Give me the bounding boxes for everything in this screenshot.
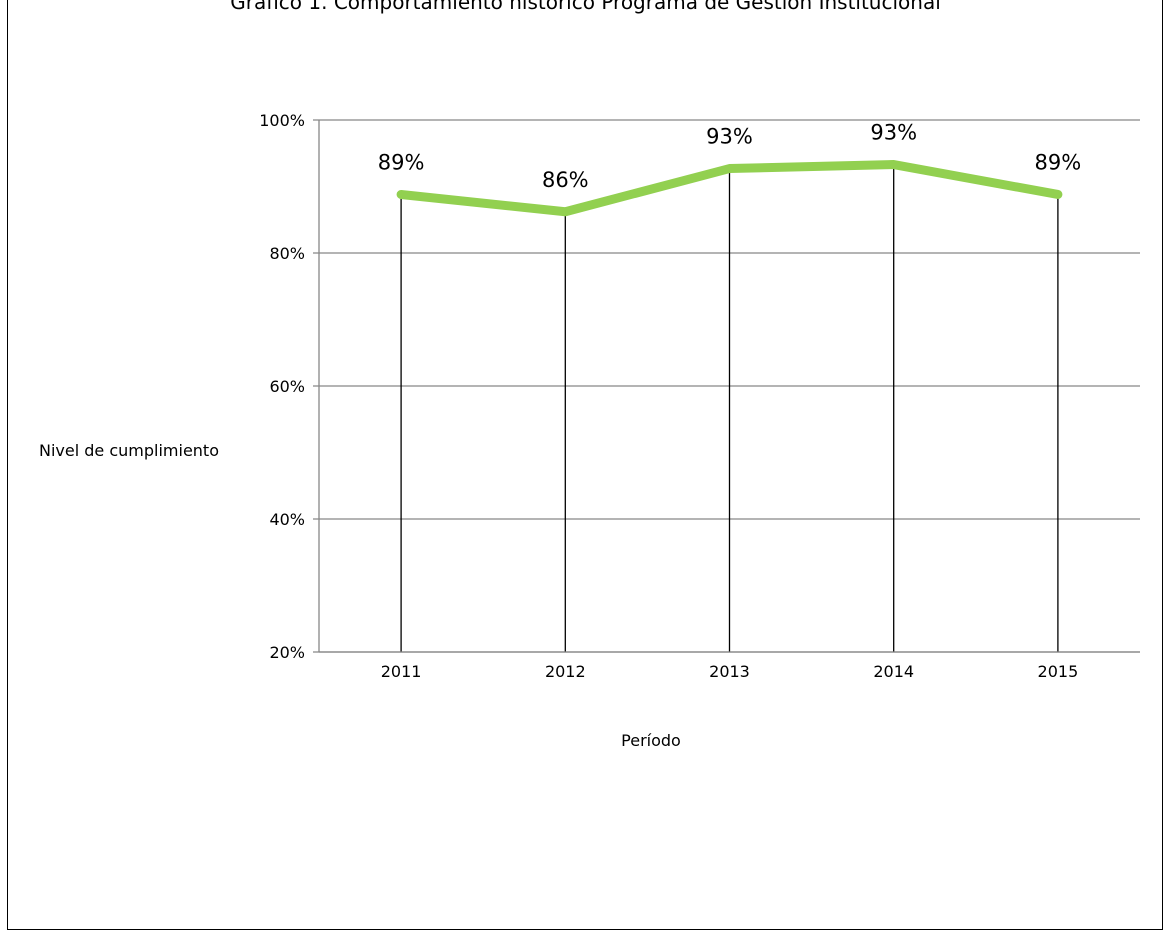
data-label: 93%: [706, 125, 753, 149]
drop-lines: [401, 165, 1058, 652]
x-tick-label: 2013: [709, 662, 750, 681]
y-axis-title: Nivel de cumplimiento: [39, 441, 219, 460]
data-label: 93%: [870, 121, 917, 145]
y-tick-labels: 20% 40% 60% 80% 100%: [259, 111, 305, 662]
data-label: 89%: [1035, 150, 1082, 174]
x-axis-title: Período: [621, 731, 681, 750]
y-tick-label: 100%: [259, 111, 305, 130]
data-label: 89%: [378, 150, 425, 174]
y-tick-label: 60%: [269, 377, 305, 396]
x-tick-label: 2014: [873, 662, 914, 681]
x-tick-labels: 2011 2012 2013 2014 2015: [381, 662, 1079, 681]
x-tick-label: 2012: [545, 662, 586, 681]
y-tick-label: 40%: [269, 510, 305, 529]
line-chart: 20% 40% 60% 80% 100% 2011 2012 2013 2014 2015 89…: [0, 0, 1171, 890]
x-tick-label: 2011: [381, 662, 422, 681]
data-label: 86%: [542, 168, 589, 192]
x-tick-label: 2015: [1038, 662, 1079, 681]
y-tick-label: 20%: [269, 643, 305, 662]
y-tick-label: 80%: [269, 244, 305, 263]
